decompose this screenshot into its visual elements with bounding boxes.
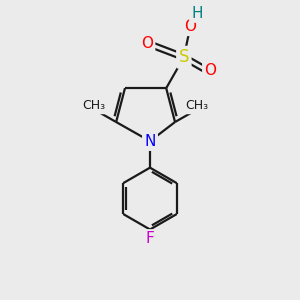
Text: CH₃: CH₃ xyxy=(185,99,209,112)
Text: S: S xyxy=(178,48,189,66)
Text: H: H xyxy=(191,6,203,21)
Text: F: F xyxy=(146,231,154,246)
Text: CH₃: CH₃ xyxy=(82,99,106,112)
Text: O: O xyxy=(184,19,196,34)
Text: N: N xyxy=(144,134,156,149)
Text: O: O xyxy=(141,37,153,52)
Text: O: O xyxy=(204,63,216,78)
